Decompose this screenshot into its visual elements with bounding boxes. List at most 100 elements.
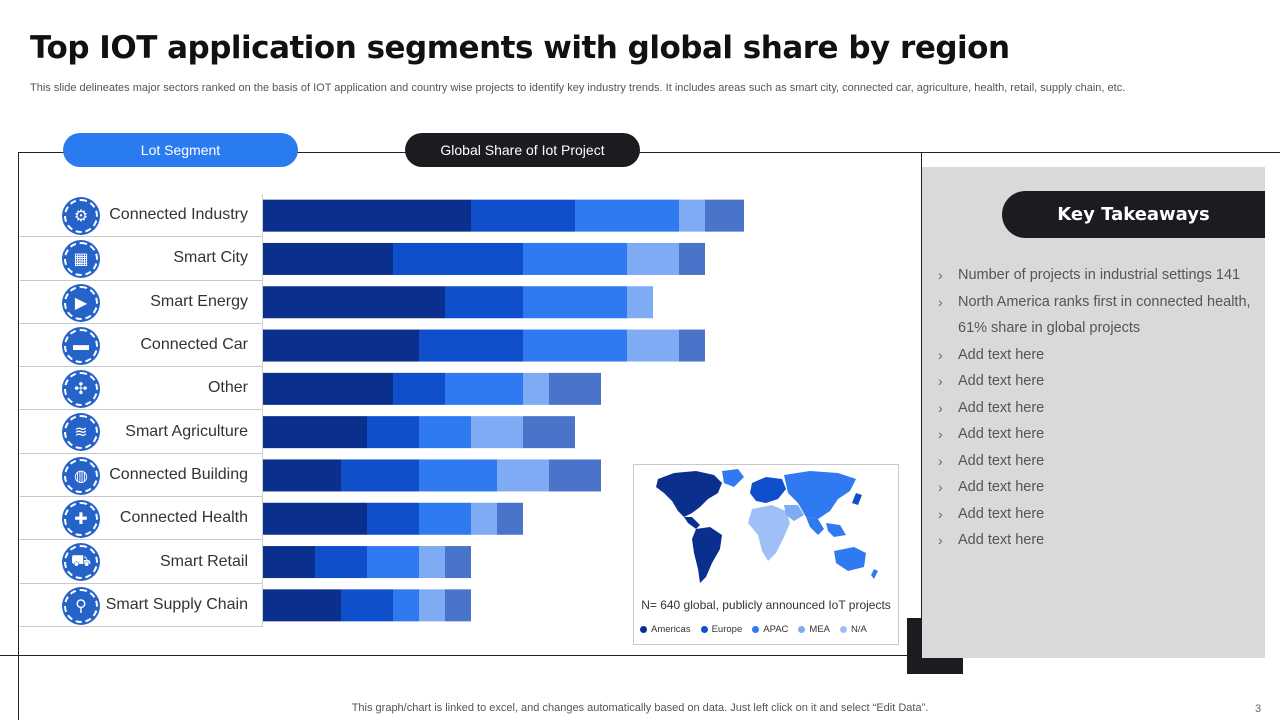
takeaway-item: › North America ranks first in connected … xyxy=(938,289,1258,342)
bar-segment-n-a[interactable] xyxy=(705,199,744,232)
segment-label: Connected Industry xyxy=(109,206,248,224)
segment-header-pill: Lot Segment xyxy=(63,133,298,167)
bar-segment-apac[interactable] xyxy=(419,416,471,449)
page-title: Top IOT application segments with global… xyxy=(30,30,1010,66)
legend-label: MEA xyxy=(809,624,830,635)
takeaway-text: Add text here xyxy=(958,346,1045,363)
bar-segment-apac[interactable] xyxy=(419,459,497,492)
bar-segment-n-a[interactable] xyxy=(497,502,523,535)
bar-segment-apac[interactable] xyxy=(445,372,523,405)
bar-segment-americas[interactable] xyxy=(263,502,367,535)
takeaway-text: Add text here xyxy=(958,373,1045,389)
bar-segment-europe[interactable] xyxy=(367,416,419,449)
bar-segment-mea[interactable] xyxy=(471,416,523,449)
factory-icon: ⚙ xyxy=(64,199,98,233)
bar-segment-europe[interactable] xyxy=(419,329,523,362)
legend-swatch xyxy=(640,626,647,633)
takeaway-text: Add text here xyxy=(958,399,1045,416)
bar-segment-americas[interactable] xyxy=(263,242,393,275)
map-region-south-asia xyxy=(806,517,846,537)
building-globe-icon: ◍ xyxy=(64,458,98,493)
bar-segment-n-a[interactable] xyxy=(679,329,705,362)
takeaway-item: › Number of projects in industrial settin… xyxy=(938,262,1258,289)
chevron-right-icon: › xyxy=(938,426,943,442)
page-subtitle: This slide delineates major sectors rank… xyxy=(30,82,1126,94)
bar-segment-europe[interactable] xyxy=(445,286,523,319)
segment-label: Smart Agriculture xyxy=(125,422,248,440)
bar-segment-americas[interactable] xyxy=(263,286,445,319)
bar-segment-mea[interactable] xyxy=(471,502,497,535)
takeaway-text: Add text here xyxy=(958,532,1045,548)
bar-segment-apac[interactable] xyxy=(419,502,471,535)
bar-segment-apac[interactable] xyxy=(523,329,627,362)
bar-segment-europe[interactable] xyxy=(393,242,523,275)
bar-segment-mea[interactable] xyxy=(497,459,549,492)
takeaway-item: › Add text here xyxy=(938,501,1258,528)
takeaway-text: Number of projects in industrial setting… xyxy=(958,267,1241,283)
bar-segment-mea[interactable] xyxy=(627,329,679,362)
bar-segment-apac[interactable] xyxy=(393,589,419,622)
bar-segment-n-a[interactable] xyxy=(679,242,705,275)
takeaway-item: › Add text here xyxy=(938,448,1258,475)
map-region-central-america xyxy=(684,517,700,529)
bar-segment-europe[interactable] xyxy=(341,589,393,622)
segment-row: ◍ Connected Building xyxy=(20,454,263,498)
bar-segment-mea[interactable] xyxy=(523,372,549,405)
bar-segment-mea[interactable] xyxy=(419,589,445,622)
bar-segment-americas[interactable] xyxy=(263,199,471,232)
segment-row: ✣ Other xyxy=(20,367,263,411)
segment-divider xyxy=(262,194,263,627)
bar-segment-europe[interactable] xyxy=(471,199,575,232)
bar-segment-europe[interactable] xyxy=(367,502,419,535)
legend-swatch xyxy=(752,626,760,633)
chevron-right-icon: › xyxy=(938,532,943,548)
map-region-south-america xyxy=(692,527,722,583)
bar-segment-europe[interactable] xyxy=(341,459,419,492)
segment-label: Smart Energy xyxy=(150,292,248,310)
bar-segment-n-a[interactable] xyxy=(549,372,601,405)
legend-item: Europe xyxy=(700,624,742,635)
legend-label: N/A xyxy=(851,624,867,635)
stacked-bar-chart[interactable] xyxy=(263,194,913,627)
car-icon: ▬ xyxy=(64,328,98,363)
bar-segment-n-a[interactable] xyxy=(445,589,471,622)
footer-note: This graph/chart is linked to excel, and… xyxy=(351,702,929,714)
takeaways-panel xyxy=(922,167,1265,658)
takeaway-item: › Add text here xyxy=(938,342,1258,369)
bar-segment-n-a[interactable] xyxy=(523,416,575,449)
bar-segment-americas[interactable] xyxy=(263,459,341,492)
chevron-right-icon: › xyxy=(938,479,943,495)
bar-segment-mea[interactable] xyxy=(627,242,679,275)
page-number: 3 xyxy=(1255,703,1262,715)
legend-swatch xyxy=(700,626,708,633)
agriculture-icon: ≋ xyxy=(64,415,98,450)
legend-swatch xyxy=(840,626,847,633)
bar-segment-americas[interactable] xyxy=(263,589,341,622)
segment-row: ⚲ Smart Supply Chain xyxy=(20,584,263,627)
bar-segment-n-a[interactable] xyxy=(445,546,471,579)
takeaway-text: Add text here xyxy=(958,505,1045,522)
bar-segment-europe[interactable] xyxy=(393,372,445,405)
bar-segment-n-a[interactable] xyxy=(549,459,601,492)
bar-segment-mea[interactable] xyxy=(679,199,705,232)
bar-segment-americas[interactable] xyxy=(263,329,419,362)
bar-segment-mea[interactable] xyxy=(419,546,445,579)
bar-segment-apac[interactable] xyxy=(367,546,419,579)
segment-row: ⚙ Connected Industry xyxy=(20,194,263,238)
bar-segment-mea[interactable] xyxy=(627,286,653,319)
bar-segment-europe[interactable] xyxy=(315,546,367,579)
segment-label: Smart Retail xyxy=(159,552,248,570)
bar-segment-americas[interactable] xyxy=(263,372,393,405)
bar-segment-apac[interactable] xyxy=(523,242,627,275)
bar-segment-apac[interactable] xyxy=(523,286,627,319)
bar-segment-americas[interactable] xyxy=(263,546,315,579)
bar-segment-apac[interactable] xyxy=(575,199,679,232)
chevron-right-icon: › xyxy=(938,373,943,389)
shopping-cart-icon: ⛟ xyxy=(64,545,98,580)
legend-item: APAC xyxy=(752,624,788,635)
segment-label: Connected Health xyxy=(119,509,248,527)
stethoscope-icon: ✚ xyxy=(64,502,98,537)
bar-segment-americas[interactable] xyxy=(263,416,367,449)
legend-item: Americas xyxy=(640,624,691,635)
chevron-right-icon: › xyxy=(938,452,943,469)
